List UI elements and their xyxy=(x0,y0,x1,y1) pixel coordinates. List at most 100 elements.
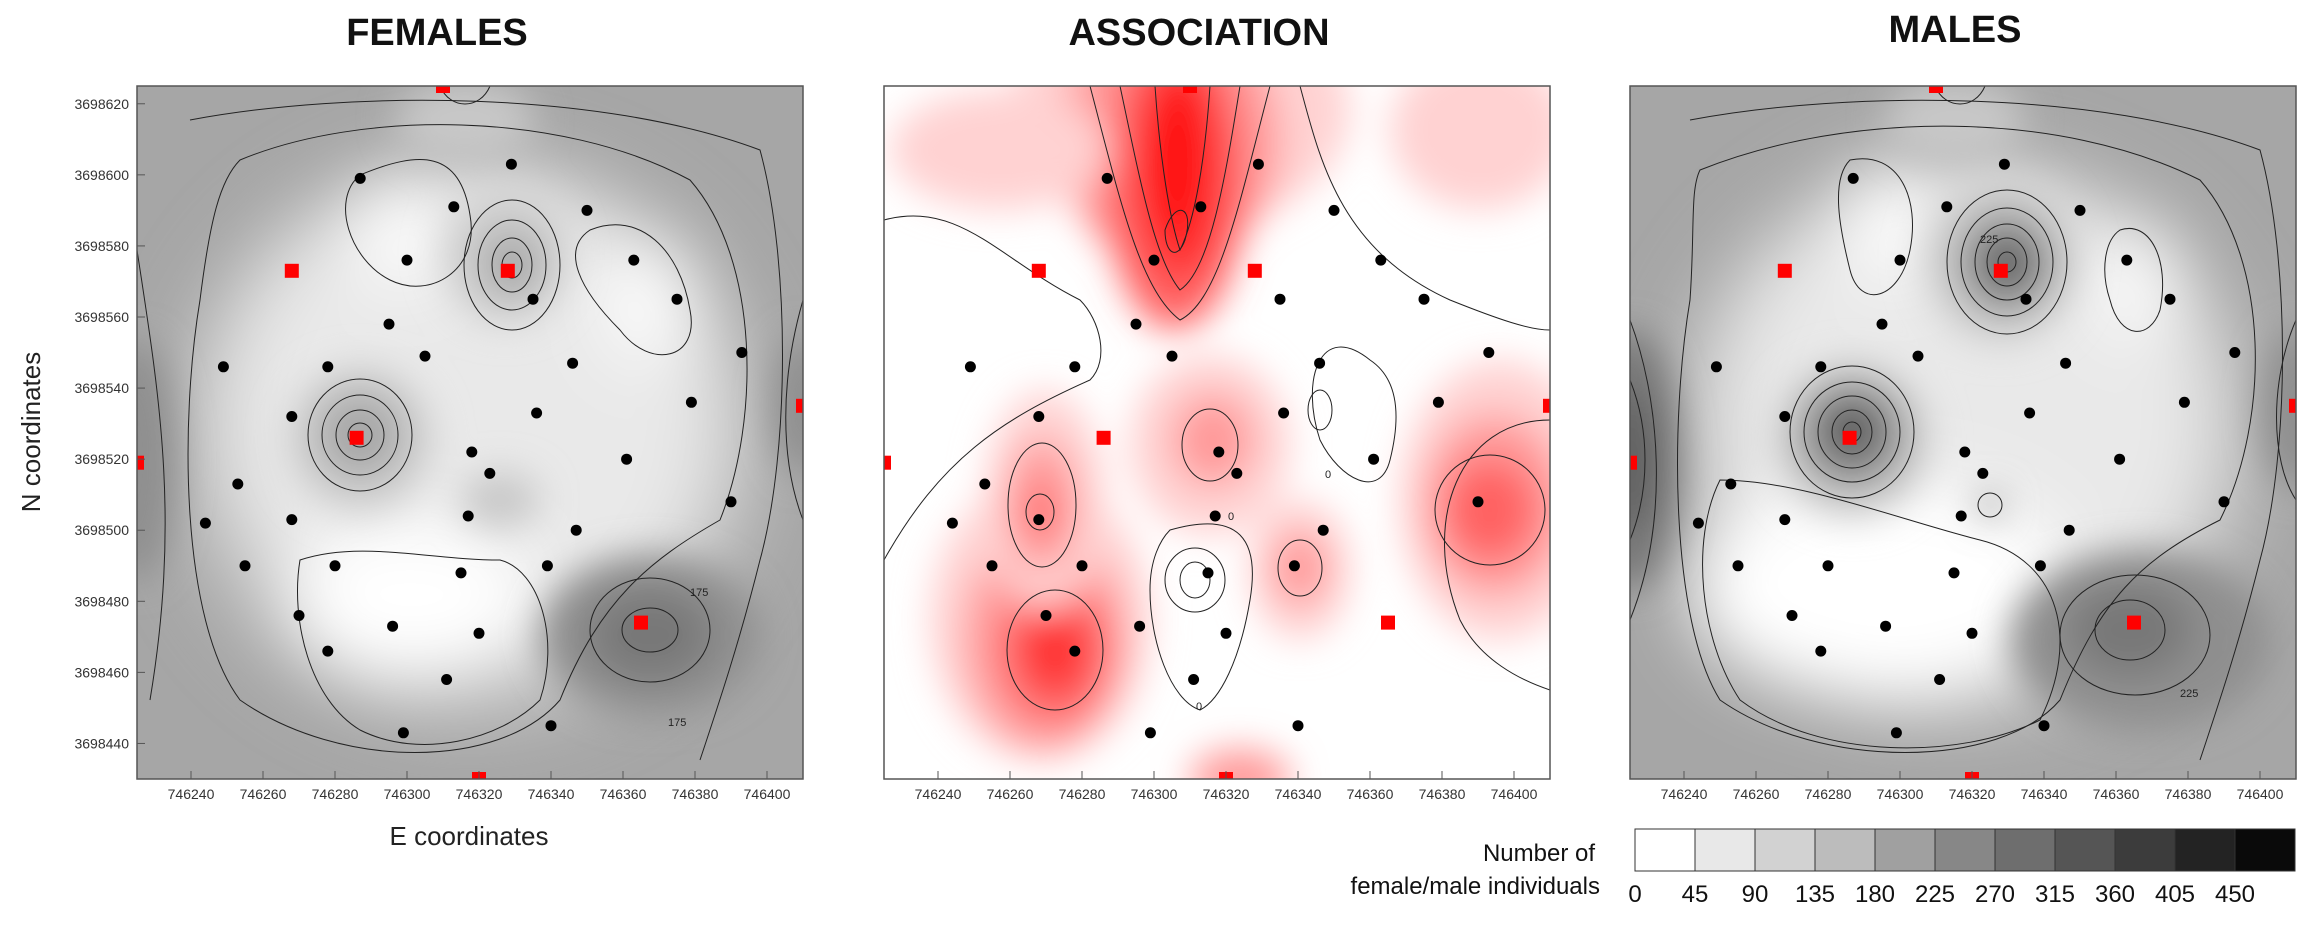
legend-swatch xyxy=(2174,828,2236,872)
red-marker xyxy=(349,430,364,445)
sampling-point xyxy=(419,350,431,362)
x-tick-label: 746360 xyxy=(600,786,647,802)
sampling-point xyxy=(1033,514,1045,526)
contour-label: 0 xyxy=(1325,469,1331,481)
legend-swatch xyxy=(1874,828,1936,872)
x-tick-label: 746400 xyxy=(2237,786,2284,802)
plot-area-females: 175 175 xyxy=(137,86,803,779)
legend-swatches xyxy=(1634,828,2296,872)
sampling-point xyxy=(1375,254,1387,266)
sampling-point xyxy=(1202,567,1214,579)
legend-swatch xyxy=(1634,828,1696,872)
x-tick-label: 746280 xyxy=(1805,786,1852,802)
sampling-point xyxy=(1069,645,1081,657)
sampling-point xyxy=(462,510,474,522)
x-ticks-males: 746240 746260 746280 746300 746320 746340 7463… xyxy=(1661,771,2284,802)
sampling-point xyxy=(199,517,211,529)
x-tick-label: 746280 xyxy=(1059,786,1106,802)
sampling-point xyxy=(1418,293,1430,305)
sampling-point xyxy=(505,158,517,170)
sampling-point xyxy=(1274,293,1286,305)
sampling-point xyxy=(322,361,334,373)
chart-title-association: ASSOCIATION xyxy=(1068,12,1329,54)
red-marker xyxy=(1183,86,1197,93)
legend-swatch xyxy=(1754,828,1816,872)
x-tick-label: 746340 xyxy=(528,786,575,802)
sampling-point xyxy=(1710,361,1722,373)
sampling-point xyxy=(1144,727,1156,739)
chart-title-females: FEMALES xyxy=(346,12,528,54)
sampling-point xyxy=(1220,627,1232,639)
red-marker xyxy=(2127,615,2141,630)
sampling-point xyxy=(286,514,298,526)
x-tick-label: 746300 xyxy=(1131,786,1178,802)
sampling-point xyxy=(387,620,399,632)
sampling-point xyxy=(2038,720,2050,732)
sampling-point xyxy=(2074,204,2086,216)
x-tick-label: 746320 xyxy=(1949,786,1996,802)
sampling-points-association xyxy=(946,158,1495,739)
panel-association: ASSOCIATION xyxy=(883,12,1551,802)
plot-frame-males xyxy=(1629,85,2297,780)
sampling-point xyxy=(1292,720,1304,732)
legend-label: 270 xyxy=(1975,881,2015,908)
red-marker xyxy=(1842,430,1857,445)
legend-swatch xyxy=(1994,828,2056,872)
sampling-point xyxy=(736,347,748,358)
legend-label: 405 xyxy=(2155,881,2195,908)
y-tick-label: 3698440 xyxy=(74,735,129,751)
x-tick-label: 746320 xyxy=(456,786,503,802)
sampling-point xyxy=(946,517,958,529)
sampling-point xyxy=(1732,560,1744,572)
legend-label: 45 xyxy=(1682,881,1709,908)
sampling-point xyxy=(1725,478,1737,490)
contour-label: 225 xyxy=(2180,688,2198,700)
contour-label: 175 xyxy=(690,587,708,599)
contour-fill-association: 0 0 0 xyxy=(884,86,1550,779)
red-marker xyxy=(884,455,891,470)
sampling-point xyxy=(473,627,485,639)
sampling-points-females xyxy=(199,158,748,739)
sampling-point xyxy=(979,478,991,490)
sampling-point xyxy=(2060,357,2072,369)
red-marker xyxy=(436,86,450,93)
sampling-point xyxy=(1890,727,1902,739)
sampling-point xyxy=(2114,453,2126,465)
sampling-point xyxy=(545,720,557,732)
legend-labels: 0 45 90 135 180 225 270 315 360 405 450 xyxy=(1628,881,2255,908)
sampling-point xyxy=(1432,396,1444,408)
red-marker xyxy=(1777,263,1792,278)
x-tick-label: 746300 xyxy=(1877,786,1924,802)
sampling-point xyxy=(383,318,395,330)
x-tick-label: 746300 xyxy=(384,786,431,802)
sampling-point xyxy=(2024,407,2036,419)
sampling-point xyxy=(2229,347,2241,358)
sampling-point xyxy=(441,674,453,685)
sampling-point xyxy=(466,446,478,458)
sampling-point xyxy=(541,560,553,572)
contour-fill-males: 225 225 xyxy=(1630,86,2296,779)
legend-label: 450 xyxy=(2215,881,2255,908)
red-marker xyxy=(1929,86,1943,93)
red-marker xyxy=(1096,430,1111,445)
legend-label: 135 xyxy=(1795,881,1835,908)
sampling-point xyxy=(1998,158,2010,170)
red-marker xyxy=(2289,398,2296,413)
sampling-point xyxy=(1779,411,1791,422)
x-tick-label: 746240 xyxy=(1661,786,1708,802)
y-tick-label: 3698560 xyxy=(74,309,129,325)
sampling-point xyxy=(685,396,697,408)
y-ticks-females: 3698440 3698460 3698480 3698500 3698520 36985… xyxy=(74,96,145,751)
sampling-point xyxy=(2121,254,2133,266)
contour-label: 225 xyxy=(1980,234,1998,246)
x-tick-label: 746260 xyxy=(240,786,287,802)
x-ticks-association: 746240 746260 746280 746300 746320 746340 7463… xyxy=(915,771,1538,802)
red-marker xyxy=(137,455,144,470)
x-tick-label: 746380 xyxy=(672,786,719,802)
plot-frame-females xyxy=(136,85,804,780)
x-tick-label: 746240 xyxy=(168,786,215,802)
sampling-point xyxy=(1779,514,1791,526)
sampling-point xyxy=(581,204,593,216)
sampling-point xyxy=(1815,645,1827,657)
sampling-point xyxy=(448,201,460,213)
